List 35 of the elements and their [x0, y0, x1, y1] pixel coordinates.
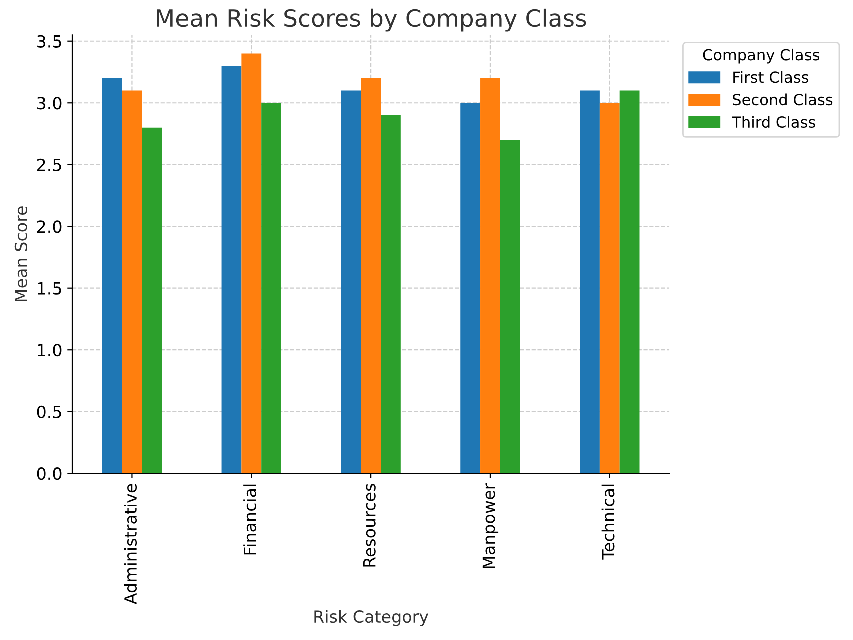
legend-title: Company Class — [703, 48, 820, 64]
y-tick-label: 1.0 — [38, 344, 62, 357]
y-tick-label: 0.5 — [37, 406, 62, 418]
bar — [262, 103, 282, 474]
bar — [500, 140, 520, 474]
x-axis-title: Risk Category — [314, 610, 429, 626]
bar — [242, 54, 262, 474]
legend-label: First Class — [734, 71, 809, 84]
x-tick-label: Resources — [364, 484, 376, 567]
legend-label: Third Class — [732, 116, 816, 128]
x-tick-label: Financial — [244, 484, 256, 555]
y-tick-label: 1.5 — [38, 282, 62, 295]
bar — [341, 90, 362, 474]
bar — [122, 90, 142, 474]
bar — [222, 66, 242, 474]
x-tick-label: Manpower — [482, 483, 499, 568]
bar — [361, 78, 382, 474]
bar — [600, 103, 620, 474]
y-axis-title: Mean Score — [14, 206, 28, 302]
x-tick-label: Technical — [602, 484, 615, 560]
y-tick-label: 2.0 — [38, 220, 62, 234]
x-tick-label: Administrative — [124, 484, 138, 605]
y-tick-label: 0.0 — [37, 468, 62, 480]
chart-title: Mean Risk Scores by Company Class — [157, 8, 586, 32]
bar — [102, 78, 122, 474]
legend-label: Second Class — [733, 94, 833, 106]
bar — [480, 78, 500, 474]
y-tick-label: 3.5 — [38, 35, 62, 48]
y-tick-label: 3.0 — [38, 97, 62, 110]
bar — [460, 103, 481, 474]
y-tick-label: 2.5 — [38, 158, 62, 172]
bar — [620, 90, 640, 474]
bar — [142, 128, 162, 474]
bar — [580, 90, 600, 474]
bar — [381, 115, 401, 474]
